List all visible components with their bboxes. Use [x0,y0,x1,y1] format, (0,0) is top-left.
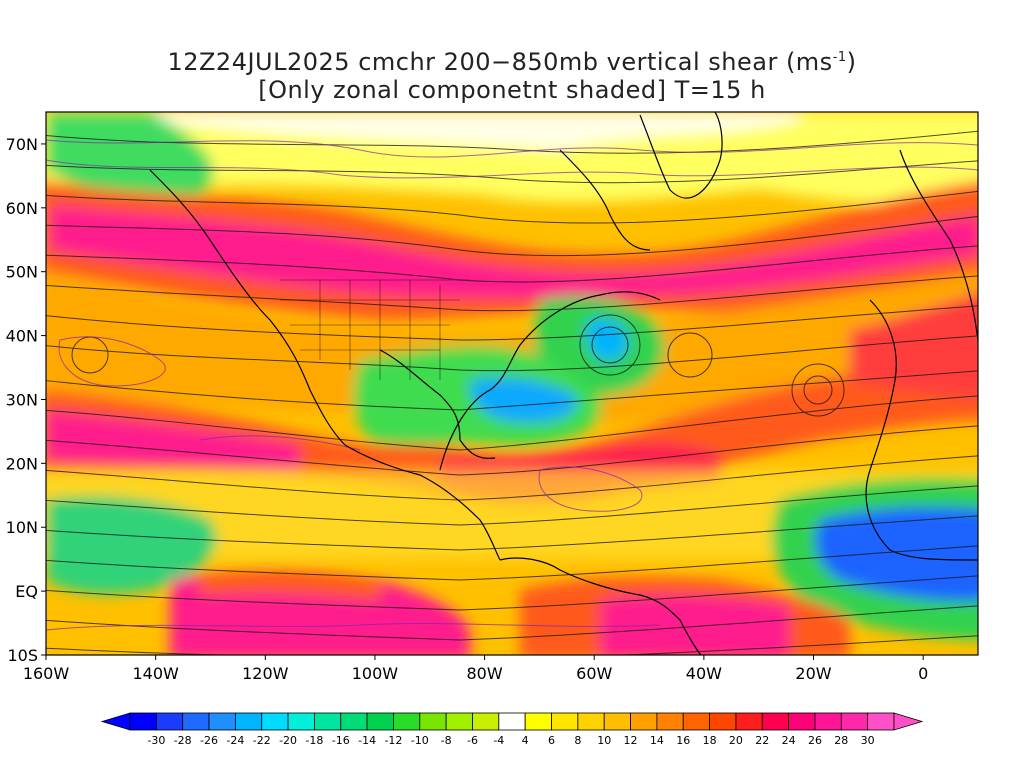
colorbar-label: -4 [493,734,504,747]
colorbar-swatch [445,712,473,731]
colorbar-swatch [261,712,289,731]
shading-layer [46,112,978,655]
colorbar-swatch [524,712,552,731]
colorbar-label: 8 [574,734,581,747]
lon-tick-label: 80W [466,664,502,683]
lat-tick-label: 60N [6,199,38,218]
lon-tick-label: 60W [576,664,612,683]
coastlines [149,112,978,655]
colorbar-swatch [314,712,342,731]
colorbar-swatch [551,712,579,731]
colorbar-label: 6 [548,734,555,747]
colorbar-label: 28 [834,734,848,747]
lat-tick-label: 10N [6,518,38,537]
colorbar-label: -20 [279,734,297,747]
lat-tick-label: 20N [6,454,38,473]
colorbar-swatch [630,712,658,731]
colorbar-label: 14 [650,734,664,747]
state-boundaries [280,279,470,380]
colorbar-label: -12 [384,734,402,747]
colorbar-swatch [208,712,236,731]
colorbar-label: -22 [253,734,271,747]
colorbar-swatch [788,712,816,731]
lat-tick-label: 10S [7,646,38,665]
colorbar-label: 20 [729,734,743,747]
colorbar-label: 4 [522,734,529,747]
title-line-2: [Only zonal componetnt shaded] T=15 h [258,76,766,104]
colorbar-swatch [129,712,157,731]
colorbar-swatch [340,712,368,731]
colorbar-label: -8 [441,734,452,747]
colorbar-label: -28 [174,734,192,747]
colorbar-swatch [603,712,631,731]
colorbar-swatch [472,712,500,731]
colorbar-swatch [761,712,790,731]
longitude-axis: 160W 140W 120W 100W 80W 60W 40W 20W 0 [23,655,928,683]
colorbar-label: 16 [676,734,690,747]
colorbar-label: 30 [861,734,875,747]
colorbar-label: -10 [411,734,429,747]
lon-tick-label: 160W [23,664,70,683]
colorbar-label: 26 [808,734,822,747]
title-line-1: 12Z24JUL2025 cmchr 200−850mb vertical sh… [167,48,857,76]
colorbar-label: -30 [147,734,165,747]
colorbar-swatch [498,712,526,731]
colorbar-left-arrow [100,712,131,731]
lon-tick-label: 100W [352,664,399,683]
lon-tick-label: 0 [918,664,928,683]
colorbar-label: 24 [782,734,796,747]
colorbar-swatch [682,712,710,731]
colorbar-swatch [287,712,315,731]
lat-tick-label: 30N [6,390,38,409]
colorbar-swatch [577,712,605,731]
colorbar-swatch [867,712,895,731]
lat-tick-label: 50N [6,263,38,282]
shear-contours [46,139,978,631]
colorbar-swatch [840,712,869,731]
lon-tick-label: 140W [132,664,179,683]
colorbar-swatch [155,712,184,731]
lon-tick-label: 120W [242,664,289,683]
colorbar-swatch [709,712,737,731]
colorbar-label: 22 [755,734,769,747]
colorbar-label: 18 [703,734,717,747]
colorbar-label: -6 [467,734,478,747]
lon-tick-label: 40W [686,664,722,683]
colorbar: -30 -28 -26 -24 -22 -20 -18 -16 -14 -12 -10 -8 -6 -4 4… [100,712,924,747]
colorbar-swatch [182,712,210,731]
colorbar-label: -16 [332,734,350,747]
latitude-axis: 70N 60N 50N 40N 30N 20N 10N EQ 10S [6,135,46,665]
colorbar-swatch [735,712,763,731]
colorbar-swatch [393,712,421,731]
colorbar-label: -26 [200,734,218,747]
wind-streamlines [46,130,978,655]
lon-tick-label: 20W [795,664,831,683]
lat-tick-label: EQ [15,582,38,601]
colorbar-label: -18 [305,734,323,747]
colorbar-swatch [656,712,684,731]
plot-frame [45,111,979,656]
colorbar-swatch [814,712,842,731]
lat-tick-label: 40N [6,327,38,346]
colorbar-label: 10 [597,734,611,747]
lat-tick-label: 70N [6,135,38,154]
chart-title: 12Z24JUL2025 cmchr 200−850mb vertical sh… [0,44,1024,104]
colorbar-swatch [366,712,394,731]
colorbar-label: -24 [226,734,244,747]
colorbar-label: 12 [624,734,638,747]
colorbar-swatch [419,712,447,731]
colorbar-right-arrow [893,712,924,731]
colorbar-label: -14 [358,734,376,747]
colorbar-swatch [234,712,263,731]
